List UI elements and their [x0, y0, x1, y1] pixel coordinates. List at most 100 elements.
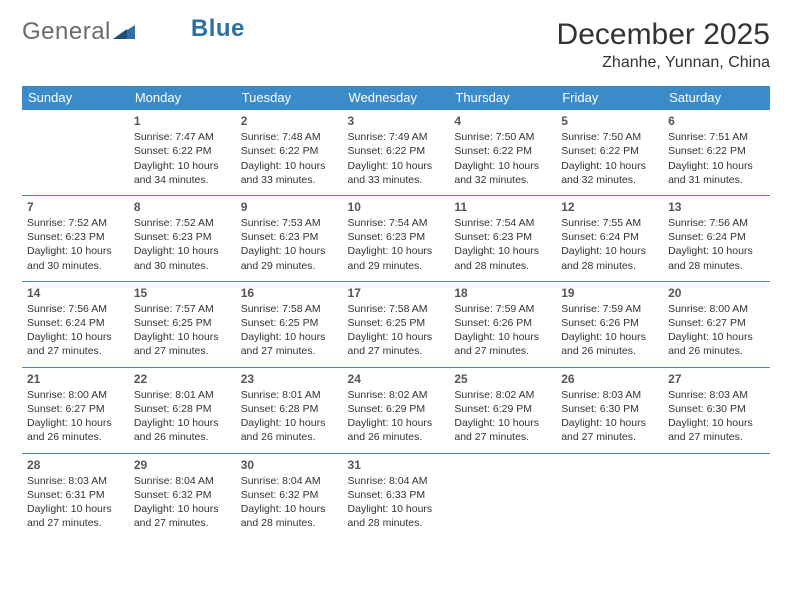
daylight-text: Daylight: 10 hours and 28 minutes.	[561, 244, 658, 272]
sunset-text: Sunset: 6:22 PM	[454, 144, 551, 158]
sunrise-text: Sunrise: 8:02 AM	[348, 388, 445, 402]
sunrise-text: Sunrise: 7:56 AM	[668, 216, 765, 230]
sunrise-text: Sunrise: 7:56 AM	[27, 302, 124, 316]
sunrise-text: Sunrise: 8:04 AM	[348, 474, 445, 488]
calendar-cell: 26Sunrise: 8:03 AMSunset: 6:30 PMDayligh…	[556, 367, 663, 453]
sunrise-text: Sunrise: 8:03 AM	[561, 388, 658, 402]
sunset-text: Sunset: 6:22 PM	[134, 144, 231, 158]
daylight-text: Daylight: 10 hours and 26 minutes.	[561, 330, 658, 358]
calendar-body: 1Sunrise: 7:47 AMSunset: 6:22 PMDaylight…	[22, 110, 770, 539]
daylight-text: Daylight: 10 hours and 30 minutes.	[27, 244, 124, 272]
daylight-text: Daylight: 10 hours and 28 minutes.	[668, 244, 765, 272]
calendar-cell: 11Sunrise: 7:54 AMSunset: 6:23 PMDayligh…	[449, 195, 556, 281]
sunset-text: Sunset: 6:22 PM	[241, 144, 338, 158]
daylight-text: Daylight: 10 hours and 28 minutes.	[241, 502, 338, 530]
sunset-text: Sunset: 6:26 PM	[454, 316, 551, 330]
calendar-cell: 28Sunrise: 8:03 AMSunset: 6:31 PMDayligh…	[22, 453, 129, 538]
day-number: 3	[348, 113, 445, 129]
weekday-header: Sunday	[22, 86, 129, 110]
sunset-text: Sunset: 6:30 PM	[561, 402, 658, 416]
sunrise-text: Sunrise: 7:54 AM	[454, 216, 551, 230]
day-number: 7	[27, 199, 124, 215]
calendar-cell: 30Sunrise: 8:04 AMSunset: 6:32 PMDayligh…	[236, 453, 343, 538]
sunset-text: Sunset: 6:29 PM	[454, 402, 551, 416]
daylight-text: Daylight: 10 hours and 29 minutes.	[241, 244, 338, 272]
sunrise-text: Sunrise: 8:03 AM	[668, 388, 765, 402]
calendar-cell: 13Sunrise: 7:56 AMSunset: 6:24 PMDayligh…	[663, 195, 770, 281]
location: Zhanhe, Yunnan, China	[557, 54, 770, 72]
daylight-text: Daylight: 10 hours and 34 minutes.	[134, 159, 231, 187]
day-number: 4	[454, 113, 551, 129]
daylight-text: Daylight: 10 hours and 27 minutes.	[454, 330, 551, 358]
sunrise-text: Sunrise: 7:50 AM	[561, 130, 658, 144]
calendar-cell: 10Sunrise: 7:54 AMSunset: 6:23 PMDayligh…	[343, 195, 450, 281]
day-number: 28	[27, 457, 124, 473]
daylight-text: Daylight: 10 hours and 27 minutes.	[134, 330, 231, 358]
calendar-cell: 25Sunrise: 8:02 AMSunset: 6:29 PMDayligh…	[449, 367, 556, 453]
calendar-cell: 2Sunrise: 7:48 AMSunset: 6:22 PMDaylight…	[236, 110, 343, 196]
daylight-text: Daylight: 10 hours and 33 minutes.	[348, 159, 445, 187]
day-number: 10	[348, 199, 445, 215]
sunrise-text: Sunrise: 7:49 AM	[348, 130, 445, 144]
calendar-cell	[556, 453, 663, 538]
calendar-table: SundayMondayTuesdayWednesdayThursdayFrid…	[22, 86, 770, 538]
day-number: 23	[241, 371, 338, 387]
day-number: 14	[27, 285, 124, 301]
day-number: 16	[241, 285, 338, 301]
sunrise-text: Sunrise: 8:04 AM	[241, 474, 338, 488]
day-number: 21	[27, 371, 124, 387]
sunset-text: Sunset: 6:23 PM	[454, 230, 551, 244]
daylight-text: Daylight: 10 hours and 33 minutes.	[241, 159, 338, 187]
weekday-header: Friday	[556, 86, 663, 110]
calendar-cell: 7Sunrise: 7:52 AMSunset: 6:23 PMDaylight…	[22, 195, 129, 281]
sunset-text: Sunset: 6:23 PM	[241, 230, 338, 244]
calendar-cell: 17Sunrise: 7:58 AMSunset: 6:25 PMDayligh…	[343, 281, 450, 367]
calendar-week-row: 14Sunrise: 7:56 AMSunset: 6:24 PM Dayligh…	[22, 281, 770, 367]
day-number: 12	[561, 199, 658, 215]
day-number: 30	[241, 457, 338, 473]
calendar-cell: 23Sunrise: 8:01 AMSunset: 6:28 PMDayligh…	[236, 367, 343, 453]
calendar-cell: 3Sunrise: 7:49 AMSunset: 6:22 PMDaylight…	[343, 110, 450, 196]
day-number: 11	[454, 199, 551, 215]
day-number: 19	[561, 285, 658, 301]
day-number: 29	[134, 457, 231, 473]
calendar-week-row: 21Sunrise: 8:00 AMSunset: 6:27 PMDayligh…	[22, 367, 770, 453]
day-number: 17	[348, 285, 445, 301]
daylight-text: Daylight: 10 hours and 27 minutes.	[454, 416, 551, 444]
sunset-text: Sunset: 6:32 PM	[241, 488, 338, 502]
calendar-cell	[22, 110, 129, 196]
daylight-text: Daylight: 10 hours and 28 minutes.	[348, 502, 445, 530]
sunrise-text: Sunrise: 7:50 AM	[454, 130, 551, 144]
day-number: 1	[134, 113, 231, 129]
day-number: 18	[454, 285, 551, 301]
sunrise-text: Sunrise: 7:59 AM	[454, 302, 551, 316]
sunset-text: Sunset: 6:32 PM	[134, 488, 231, 502]
sunset-text: Sunset: 6:25 PM	[348, 316, 445, 330]
daylight-text: Daylight: 10 hours and 26 minutes.	[134, 416, 231, 444]
calendar-cell: 4Sunrise: 7:50 AMSunset: 6:22 PMDaylight…	[449, 110, 556, 196]
sunrise-text: Sunrise: 7:59 AM	[561, 302, 658, 316]
sunset-text: Sunset: 6:33 PM	[348, 488, 445, 502]
sunset-text: Sunset: 6:23 PM	[348, 230, 445, 244]
daylight-text: Daylight: 10 hours and 32 minutes.	[561, 159, 658, 187]
calendar-cell: 20Sunrise: 8:00 AMSunset: 6:27 PMDayligh…	[663, 281, 770, 367]
sunset-text: Sunset: 6:30 PM	[668, 402, 765, 416]
calendar-cell: 1Sunrise: 7:47 AMSunset: 6:22 PMDaylight…	[129, 110, 236, 196]
day-number: 27	[668, 371, 765, 387]
sunrise-text: Sunrise: 8:00 AM	[27, 388, 124, 402]
sunrise-text: Sunrise: 7:58 AM	[241, 302, 338, 316]
sunrise-text: Sunrise: 7:55 AM	[561, 216, 658, 230]
daylight-text: Daylight: 10 hours and 28 minutes.	[454, 244, 551, 272]
weekday-header: Monday	[129, 86, 236, 110]
daylight-text: Daylight: 10 hours and 27 minutes.	[348, 330, 445, 358]
daylight-text: Daylight: 10 hours and 26 minutes.	[27, 416, 124, 444]
sunset-text: Sunset: 6:24 PM	[27, 316, 124, 330]
brand-logo: General Blue	[22, 18, 245, 46]
sunrise-text: Sunrise: 8:00 AM	[668, 302, 765, 316]
sunrise-text: Sunrise: 7:51 AM	[668, 130, 765, 144]
day-number: 2	[241, 113, 338, 129]
sunrise-text: Sunrise: 7:58 AM	[348, 302, 445, 316]
month-title: December 2025	[557, 18, 770, 52]
brand-part2: Blue	[191, 15, 245, 43]
day-number: 26	[561, 371, 658, 387]
